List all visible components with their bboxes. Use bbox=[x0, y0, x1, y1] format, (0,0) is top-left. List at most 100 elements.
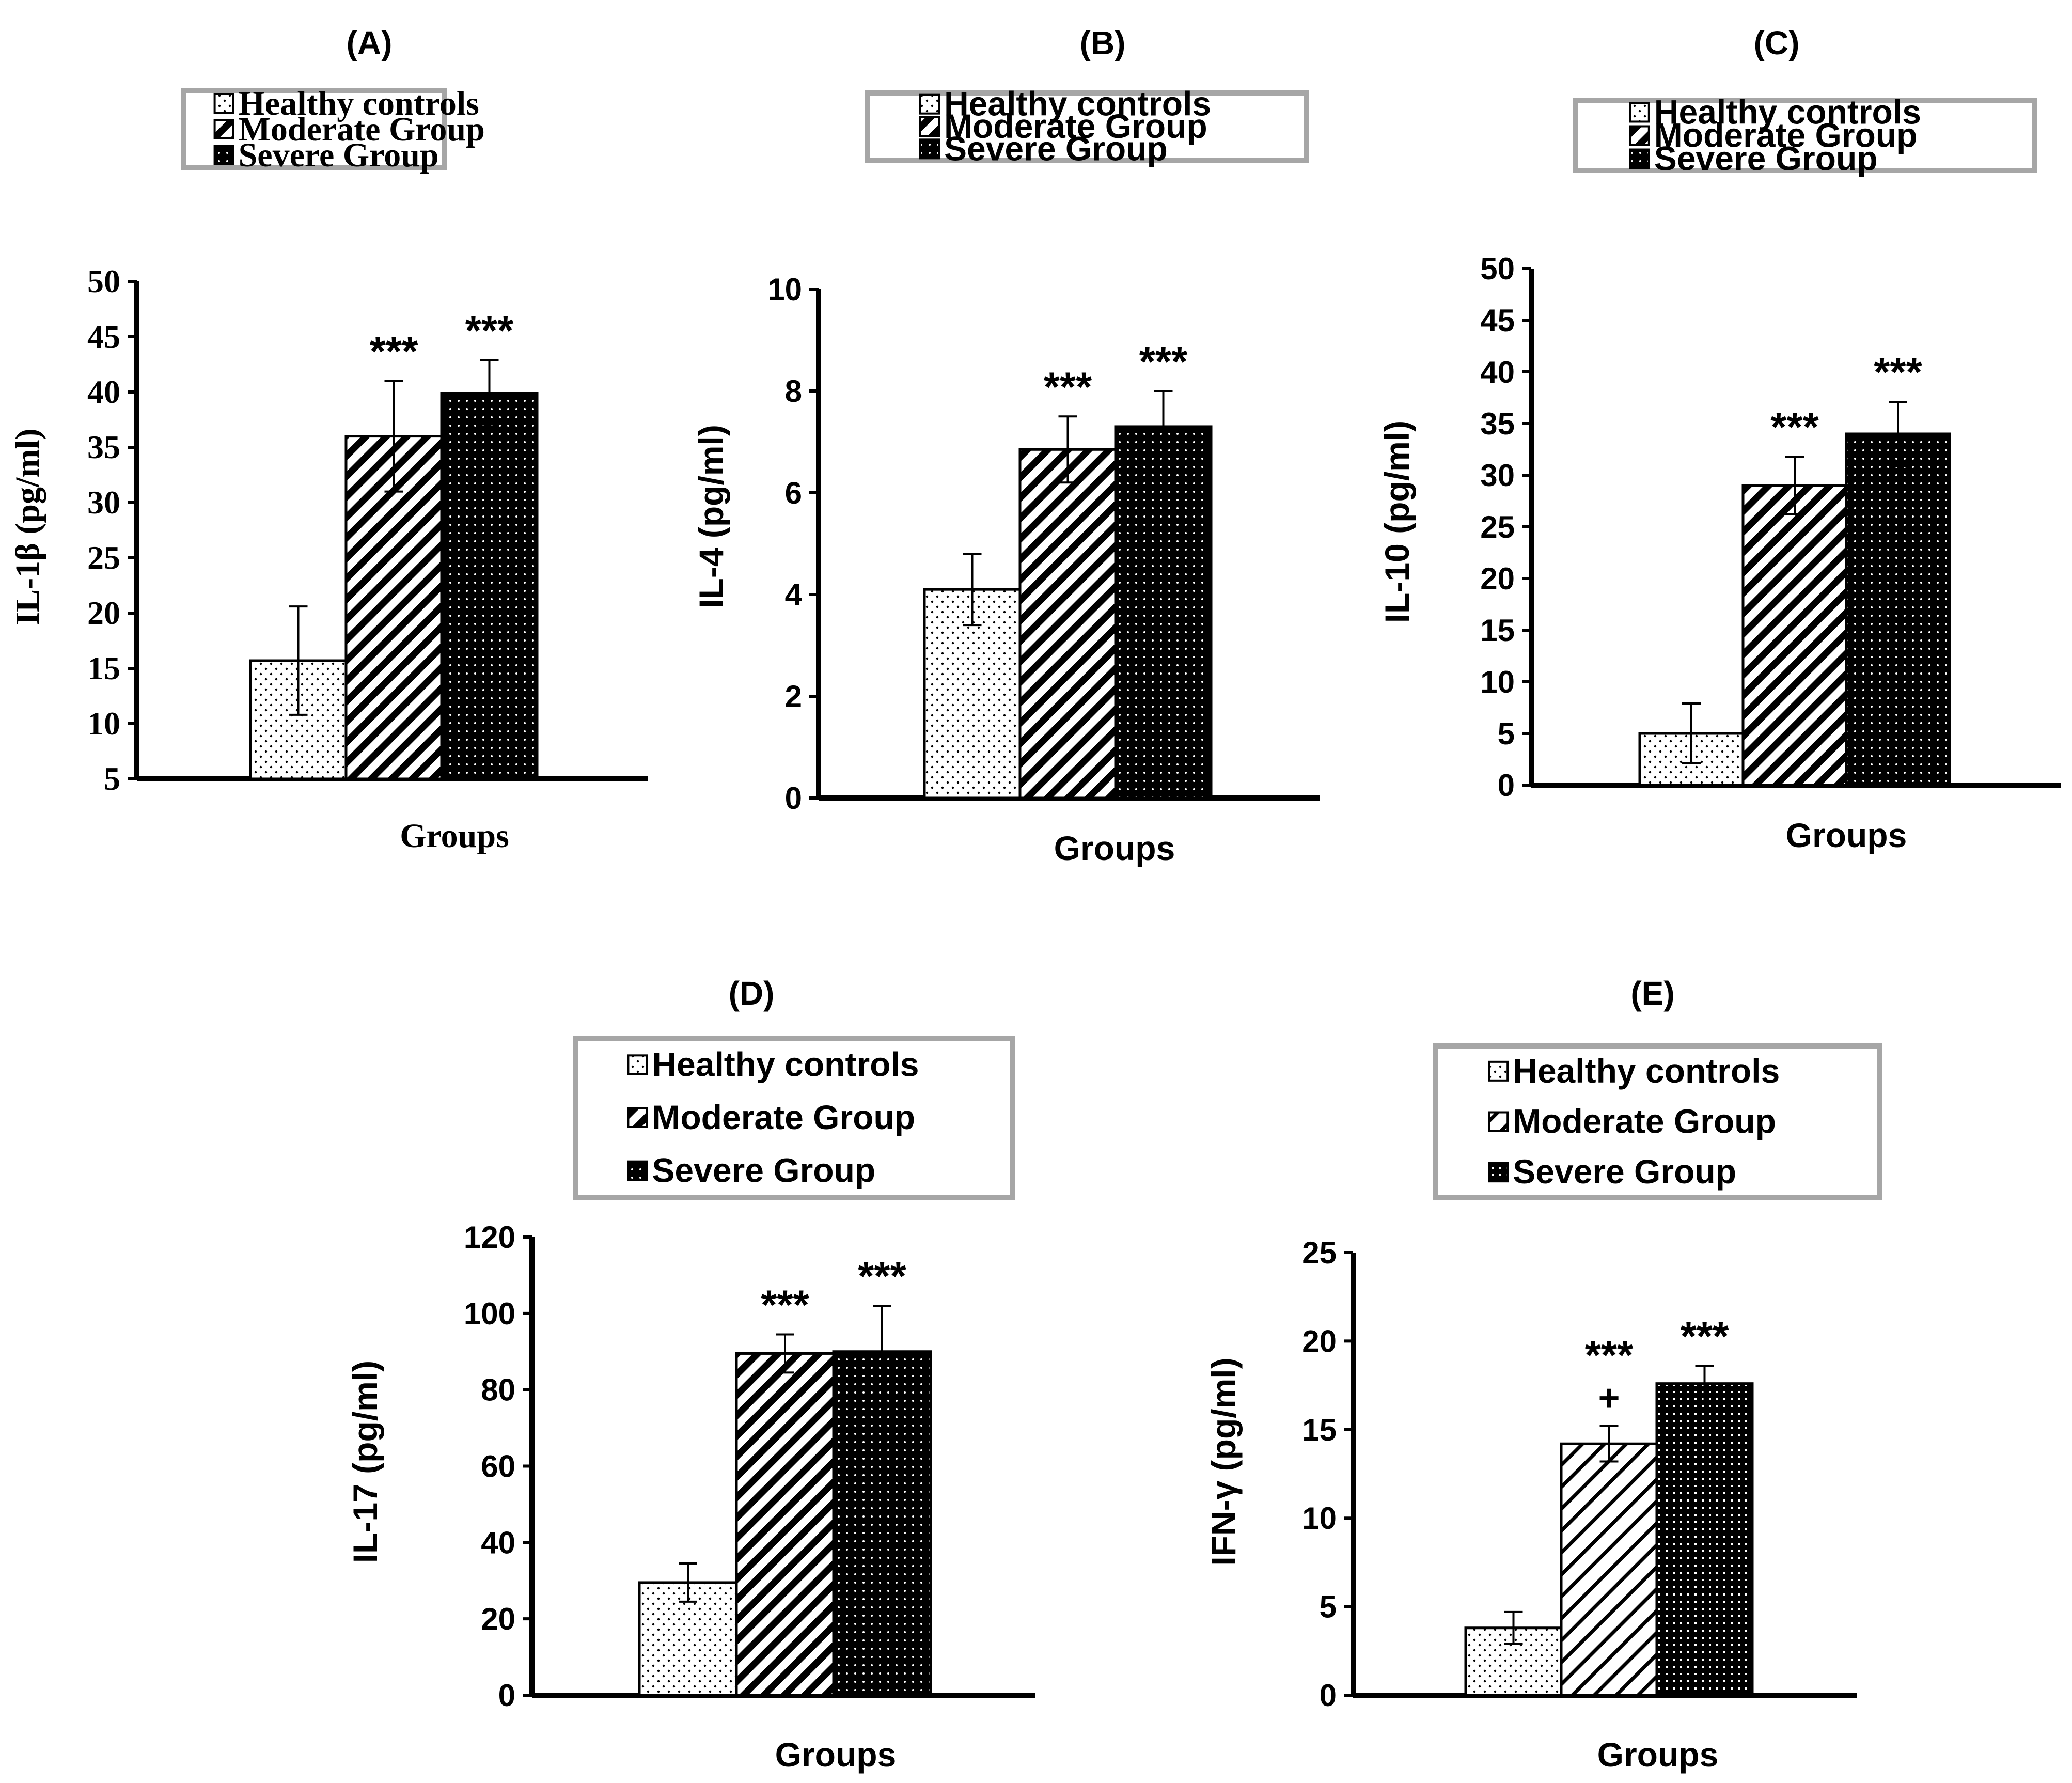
bar-severe bbox=[1114, 425, 1213, 800]
legend-box bbox=[1433, 1043, 1882, 1200]
y-tick-label: 60 bbox=[481, 1449, 515, 1484]
y-tick-label: 10 bbox=[87, 705, 120, 742]
legend-label: Severe Group bbox=[944, 129, 1168, 167]
legend-swatch bbox=[1488, 1111, 1509, 1132]
significance-label: *** bbox=[1585, 1332, 1634, 1378]
bar-severe bbox=[1845, 432, 1951, 787]
legend-label: Severe Group bbox=[652, 1151, 875, 1190]
y-tick-label: 25 bbox=[1302, 1235, 1337, 1270]
legend-label: Healthy controls bbox=[1654, 93, 1921, 131]
significance-label: *** bbox=[1044, 364, 1092, 410]
y-tick-label: 120 bbox=[464, 1220, 515, 1255]
significance-label: *** bbox=[465, 307, 514, 353]
legend-swatch bbox=[213, 145, 234, 165]
legend-box bbox=[1573, 98, 2037, 173]
y-tick-label: 30 bbox=[87, 484, 120, 521]
panel-title: (D) bbox=[729, 975, 775, 1012]
legend-swatch bbox=[627, 1107, 648, 1128]
bar-moderate bbox=[735, 1352, 835, 1697]
significance-label: *** bbox=[1770, 404, 1819, 450]
y-tick-label: 25 bbox=[87, 539, 120, 576]
x-axis-label: Groups bbox=[1786, 816, 1907, 854]
significance-label: *** bbox=[761, 1281, 809, 1327]
y-tick-label: 10 bbox=[1302, 1501, 1337, 1536]
bar-moderate bbox=[1741, 484, 1848, 787]
y-axis-label: IFN-γ (pg/ml) bbox=[1204, 1357, 1243, 1566]
legend-label: Healthy controls bbox=[1513, 1052, 1780, 1090]
legend-swatch bbox=[919, 116, 940, 137]
bar-severe bbox=[832, 1350, 932, 1697]
significance-label: *** bbox=[858, 1253, 906, 1299]
legend-label: Severe Group bbox=[239, 136, 439, 174]
legend-swatch bbox=[1488, 1060, 1509, 1082]
x-axis-label: Groups bbox=[1597, 1735, 1719, 1774]
y-axis-label: IL-4 (pg/ml) bbox=[692, 425, 730, 608]
y-tick-label: 20 bbox=[87, 595, 120, 631]
legend-label: Moderate Group bbox=[944, 107, 1207, 145]
y-tick-label: 40 bbox=[87, 373, 120, 410]
y-tick-label: 20 bbox=[1480, 561, 1515, 596]
bar-moderate bbox=[1560, 1442, 1658, 1697]
y-axis-label: IL-1β (pg/ml) bbox=[9, 428, 46, 625]
panel-title: (C) bbox=[1754, 24, 1800, 61]
legend-label: Severe Group bbox=[1654, 139, 1878, 178]
significance-label-secondary: + bbox=[1598, 1378, 1620, 1419]
bar-moderate bbox=[1018, 448, 1117, 800]
legend-label: Moderate Group bbox=[1654, 116, 1918, 154]
y-tick-label: 5 bbox=[1320, 1590, 1337, 1624]
legend-label: Moderate Group bbox=[1513, 1102, 1776, 1140]
x-axis-label: Groups bbox=[1054, 829, 1175, 867]
legend-swatch bbox=[627, 1160, 648, 1181]
legend-box bbox=[573, 1036, 1015, 1200]
y-tick-label: 10 bbox=[1480, 665, 1515, 699]
legend-swatch bbox=[1629, 102, 1650, 123]
y-tick-label: 5 bbox=[1498, 716, 1515, 751]
y-tick-label: 10 bbox=[767, 272, 802, 307]
y-tick-label: 45 bbox=[1480, 303, 1515, 338]
legend-box bbox=[865, 90, 1309, 163]
legend-swatch bbox=[919, 93, 940, 115]
chart-panel-e: (E) Healthy controls Moderate Group Severe … bbox=[1204, 975, 1882, 1774]
y-tick-label: 40 bbox=[1480, 355, 1515, 389]
legend-label: Healthy controls bbox=[239, 85, 479, 122]
chart-panel-d: (D) Healthy controls Moderate Group Severe … bbox=[346, 975, 1035, 1774]
panel-title: (E) bbox=[1630, 975, 1674, 1012]
y-tick-label: 0 bbox=[785, 781, 802, 816]
legend-swatch bbox=[1629, 148, 1650, 169]
y-tick-label: 35 bbox=[1480, 406, 1515, 441]
legend-label: Moderate Group bbox=[652, 1098, 915, 1136]
legend-label: Healthy controls bbox=[944, 85, 1211, 123]
y-tick-label: 25 bbox=[1480, 510, 1515, 544]
panel-title: (A) bbox=[347, 24, 393, 61]
legend-swatch bbox=[627, 1054, 648, 1075]
legend-swatch bbox=[213, 93, 234, 114]
significance-label: *** bbox=[370, 329, 418, 374]
y-tick-label: 40 bbox=[481, 1525, 515, 1560]
y-axis-label: IL-17 (pg/ml) bbox=[346, 1360, 384, 1563]
y-tick-label: 45 bbox=[87, 318, 120, 355]
legend-label: Severe Group bbox=[1513, 1152, 1736, 1191]
legend-label: Moderate Group bbox=[239, 111, 485, 148]
y-tick-label: 50 bbox=[1480, 252, 1515, 286]
x-axis-label: Groups bbox=[775, 1735, 897, 1774]
legend-swatch bbox=[213, 119, 234, 139]
y-tick-label: 5 bbox=[104, 760, 120, 797]
bar-severe bbox=[1655, 1382, 1754, 1697]
y-tick-label: 6 bbox=[785, 476, 802, 510]
legend-swatch bbox=[919, 138, 940, 160]
significance-label: *** bbox=[1681, 1313, 1729, 1359]
y-tick-label: 80 bbox=[481, 1373, 515, 1407]
x-axis-label: Groups bbox=[400, 817, 509, 855]
bar-severe bbox=[440, 392, 539, 780]
panel-title: (B) bbox=[1080, 24, 1126, 61]
y-tick-label: 30 bbox=[1480, 458, 1515, 493]
y-tick-label: 15 bbox=[1302, 1413, 1337, 1447]
legend-swatch bbox=[1629, 125, 1650, 146]
y-tick-label: 8 bbox=[785, 374, 802, 409]
y-tick-label: 0 bbox=[1498, 768, 1515, 803]
y-tick-label: 0 bbox=[1320, 1678, 1337, 1713]
